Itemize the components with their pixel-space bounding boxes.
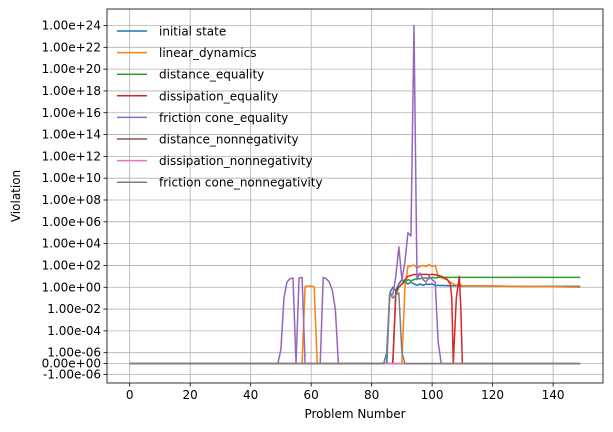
legend-entry: dissipation_nonnegativity (117, 154, 313, 168)
y-tick-label: 1.00e-04 (47, 324, 101, 338)
y-tick-label: 1.00e-06 (47, 346, 101, 360)
y-tick-label: 1.00e+06 (42, 215, 101, 229)
legend-entry: friction cone_nonnegativity (117, 176, 323, 190)
y-grid-lines (107, 25, 603, 375)
x-tick-label: 20 (183, 388, 198, 402)
x-grid-lines (129, 9, 554, 383)
y-tick-label: -1.00e-06 (43, 368, 101, 382)
series-line-friction-cone-nonnegativity (129, 292, 581, 365)
y-tick-label: 1.00e+10 (42, 171, 101, 185)
legend-label: initial state (159, 25, 226, 39)
y-tick-label: 1.00e+24 (42, 19, 101, 33)
legend-label: dissipation_equality (159, 89, 278, 103)
x-tick-label: 140 (542, 388, 565, 402)
y-tick-label: 1.00e+08 (42, 193, 101, 207)
y-tick-label: 1.00e+18 (42, 84, 101, 98)
x-tick-label: 60 (304, 388, 319, 402)
y-tick-label: 1.00e+20 (42, 62, 101, 76)
y-axis-ticks: -1.00e-060.00e+001.00e-06 1.00e-04 1.00e-0… (42, 19, 107, 382)
x-axis-ticks: 0 20 40 60 80 100 120 140 (126, 383, 565, 402)
legend-entry: dissipation_equality (117, 89, 278, 103)
y-tick-label: 1.00e+04 (42, 237, 101, 251)
legend-label: distance_equality (159, 68, 264, 82)
y-tick-label: 1.00e+02 (42, 258, 101, 272)
legend-entry: distance_equality (117, 68, 264, 82)
legend-entry: distance_nonnegativity (117, 133, 299, 147)
series-line-initial-state (129, 278, 581, 365)
legend-entry: friction cone_equality (117, 111, 288, 125)
y-tick-label: 1.00e+22 (42, 40, 101, 54)
legend-label: linear_dynamics (159, 46, 257, 60)
x-tick-label: 0 (126, 388, 134, 402)
x-tick-label: 120 (481, 388, 504, 402)
y-tick-label: 1.00e+00 (42, 280, 101, 294)
y-tick-label: 1.00e-02 (47, 302, 101, 316)
series-line-distance-equality (129, 276, 581, 365)
y-tick-label: 0.00e+00 (42, 357, 101, 371)
series-line-linear-dynamics (129, 263, 581, 365)
legend-label: distance_nonnegativity (159, 133, 299, 147)
legend-entry: linear_dynamics (117, 46, 257, 60)
x-axis-label: Problem Number (304, 407, 405, 421)
legend-entry: initial state (117, 25, 226, 39)
legend: initial state linear_dynamics distance_equ… (117, 25, 323, 190)
x-tick-label: 100 (421, 388, 444, 402)
y-tick-label: 1.00e+14 (42, 128, 101, 142)
y-axis-label: Violation (9, 170, 23, 222)
y-tick-label: 1.00e+16 (42, 106, 101, 120)
plot-frame (106, 8, 604, 384)
legend-label: friction cone_nonnegativity (159, 176, 323, 190)
x-tick-label: 80 (364, 388, 379, 402)
x-tick-label: 40 (243, 388, 258, 402)
series-line-dissipation-equality (129, 273, 581, 365)
series-lines (129, 24, 581, 365)
y-tick-label: 1.00e+12 (42, 149, 101, 163)
legend-label: dissipation_nonnegativity (159, 154, 313, 168)
legend-label: friction cone_equality (159, 111, 288, 125)
